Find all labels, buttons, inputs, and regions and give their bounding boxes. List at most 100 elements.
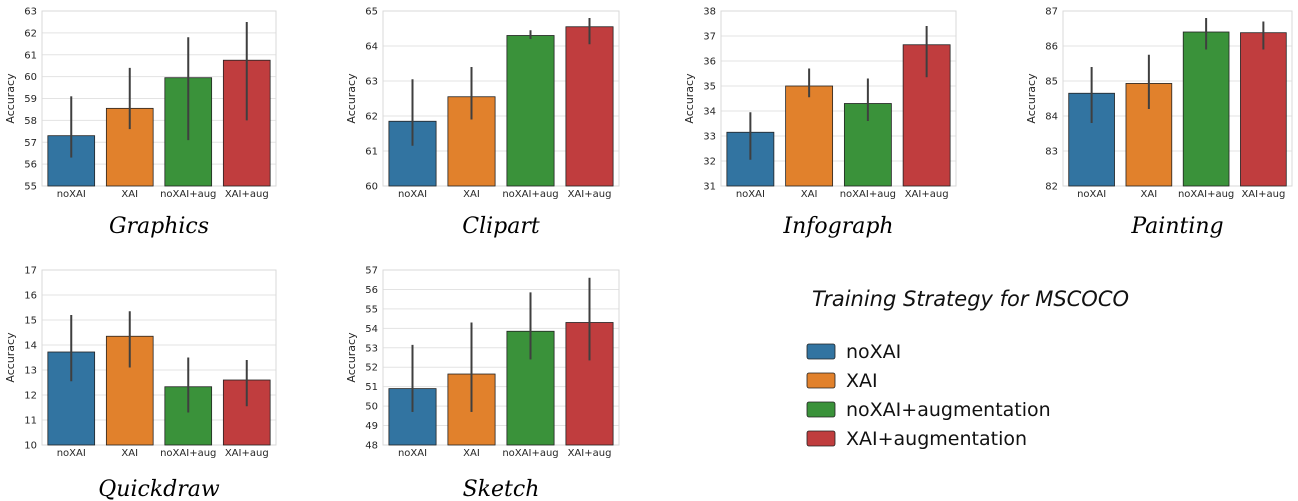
x-tick-label: noXAI — [736, 189, 765, 200]
y-tick-label: 13 — [24, 366, 37, 377]
plot-frame — [1062, 10, 1293, 187]
y-tick-label: 15 — [24, 316, 37, 327]
y-tick-label: 16 — [24, 291, 37, 302]
y-tick-label: 37 — [703, 32, 716, 43]
plot-frame — [41, 10, 277, 187]
y-tick-label: 17 — [24, 266, 37, 277]
plot-frame — [720, 10, 957, 187]
chart-caption: Clipart — [462, 214, 540, 239]
y-tick-label: 59 — [24, 94, 37, 105]
y-tick-label: 62 — [365, 112, 378, 123]
y-tick-label: 62 — [24, 28, 37, 39]
y-tick-label: 34 — [703, 107, 716, 118]
x-tick-label: XAI+aug — [568, 448, 612, 459]
y-tick-label: 49 — [365, 421, 378, 432]
y-tick-label: 58 — [24, 116, 37, 127]
y-tick-label: 65 — [365, 7, 378, 18]
y-tick-label: 38 — [703, 7, 716, 18]
chart-painting: 82 83 84 85 86 87 Accuracy noXAI XAI noXAI+aug XAI… — [1025, 7, 1293, 239]
x-tick-label: noXAI+aug — [1178, 189, 1234, 200]
y-tick-label: 51 — [365, 382, 378, 393]
y-tick-label: 63 — [24, 7, 37, 18]
y-axis-label: Accuracy — [4, 332, 17, 383]
chart-grid: 55 56 57 58 59 60 61 62 63 Accuracy noXAI XAI noXAI+… — [4, 7, 1293, 501]
y-tick-label: 54 — [365, 324, 378, 335]
y-axis-label: Accuracy — [345, 332, 358, 383]
x-tick-label: XAI+aug — [1241, 189, 1285, 200]
chart-caption: Sketch — [463, 477, 540, 501]
legend-item-xai-augmentation: XAI+augmentation — [806, 428, 1027, 450]
chart-graphics: 55 56 57 58 59 60 61 62 63 Accuracy noXAI XAI noXAI+… — [4, 7, 277, 239]
plot-frame — [41, 269, 277, 446]
y-tick-label: 61 — [24, 50, 37, 61]
x-tick-label: noXAI+aug — [502, 189, 558, 200]
chart-caption: Quickdraw — [98, 477, 220, 501]
y-tick-label: 12 — [24, 391, 37, 402]
bar-xai-aug — [565, 26, 614, 187]
x-tick-label: noXAI+aug — [160, 448, 216, 459]
y-tick-label: 48 — [365, 441, 378, 452]
legend-label-xai: XAI — [846, 370, 878, 392]
y-tick-label: 32 — [703, 157, 716, 168]
x-tick-label: XAI — [1141, 189, 1158, 200]
y-tick-label: 33 — [703, 132, 716, 143]
x-tick-label: XAI — [463, 189, 480, 200]
y-tick-label: 35 — [703, 82, 716, 93]
legend-item-noxai-augmentation: noXAI+augmentation — [806, 399, 1051, 421]
y-tick-label: 31 — [703, 182, 716, 193]
chart-infograph: 31 32 33 34 35 36 37 38 Accuracy noXAI XAI noXAI+au… — [683, 7, 957, 239]
x-tick-label: noXAI — [1077, 189, 1106, 200]
legend-swatch-xai-augmentation — [806, 430, 836, 447]
legend-label-noxai: noXAI — [846, 341, 901, 363]
bar-noxai-aug — [506, 35, 555, 187]
y-axis-label: Accuracy — [4, 73, 17, 124]
y-axis-label: Accuracy — [345, 73, 358, 124]
y-tick-label: 57 — [365, 266, 378, 277]
x-tick-label: XAI — [121, 448, 138, 459]
legend-swatch-xai — [806, 372, 836, 389]
y-axis-label: Accuracy — [1025, 73, 1038, 124]
x-tick-label: noXAI+aug — [840, 189, 896, 200]
chart-caption: Graphics — [109, 214, 209, 239]
y-tick-label: 56 — [24, 160, 37, 171]
bar-xai-aug — [1240, 32, 1287, 187]
chart-caption: Infograph — [782, 214, 893, 239]
legend-label-xai-augmentation: XAI+augmentation — [846, 428, 1027, 450]
x-tick-label: noXAI — [398, 189, 427, 200]
y-tick-label: 60 — [24, 72, 37, 83]
bar-noxai-aug — [1182, 31, 1230, 187]
y-tick-label: 61 — [365, 147, 378, 158]
y-tick-label: 55 — [24, 182, 37, 193]
y-tick-label: 56 — [365, 285, 378, 296]
legend-label-noxai-augmentation: noXAI+augmentation — [846, 399, 1051, 421]
y-tick-label: 10 — [24, 441, 37, 452]
x-tick-label: XAI+aug — [568, 189, 612, 200]
legend-swatch-noxai — [806, 343, 836, 360]
legend-item-xai: XAI — [806, 370, 878, 392]
x-tick-label: XAI+aug — [225, 189, 269, 200]
x-tick-label: XAI+aug — [225, 448, 269, 459]
legend: Training Strategy for MSCOCO noXAI XAI n… — [806, 287, 1129, 450]
y-tick-label: 85 — [1045, 77, 1058, 88]
x-tick-label: noXAI+aug — [160, 189, 216, 200]
chart-caption: Painting — [1130, 214, 1223, 239]
y-tick-label: 53 — [365, 343, 378, 354]
y-tick-label: 50 — [365, 402, 378, 413]
y-tick-label: 82 — [1045, 182, 1058, 193]
y-tick-label: 84 — [1045, 112, 1058, 123]
x-tick-label: noXAI — [398, 448, 427, 459]
y-axis-label: Accuracy — [683, 73, 696, 124]
legend-item-noxai: noXAI — [806, 341, 901, 363]
x-tick-label: XAI+aug — [905, 189, 949, 200]
plot-frame — [382, 269, 620, 446]
chart-sketch: 48 49 50 51 52 53 54 55 56 57 Accuracy noXAI XAI noXA… — [345, 266, 620, 501]
y-tick-label: 14 — [24, 341, 37, 352]
x-tick-label: noXAI — [57, 189, 86, 200]
y-tick-label: 60 — [365, 182, 378, 193]
legend-swatch-noxai-augmentation — [806, 401, 836, 418]
y-tick-label: 55 — [365, 304, 378, 315]
x-tick-label: XAI — [121, 189, 138, 200]
y-tick-label: 86 — [1045, 42, 1058, 53]
y-tick-label: 52 — [365, 363, 378, 374]
